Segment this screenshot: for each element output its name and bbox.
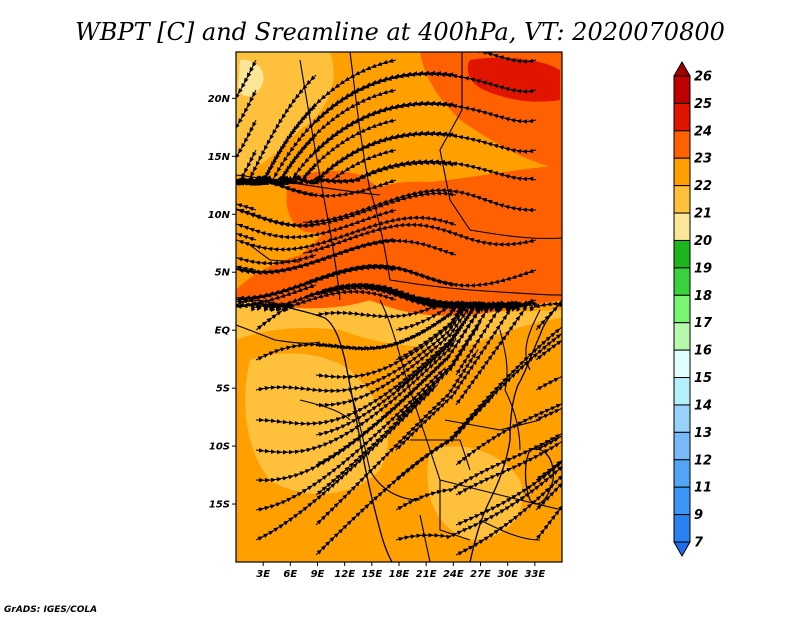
chart-title: WBPT [C] and Sreamline at 400hPa, VT: 20… bbox=[75, 18, 725, 46]
colorbar-swatch bbox=[673, 404, 691, 433]
lon-tick-label: 24E bbox=[443, 569, 464, 580]
lat-tick-label: 5N bbox=[215, 268, 231, 279]
lon-tick-label: 33E bbox=[524, 569, 545, 580]
colorbar-label: 25 bbox=[694, 97, 712, 112]
colorbar-swatch bbox=[673, 267, 691, 296]
lon-tick-label: 9E bbox=[311, 569, 325, 580]
colorbar-label: 21 bbox=[694, 207, 712, 222]
colorbar-swatch bbox=[673, 459, 691, 488]
colorbar-swatch bbox=[673, 75, 691, 104]
lat-tick-label: EQ bbox=[215, 326, 231, 337]
colorbar-swatch bbox=[673, 514, 691, 543]
colorbar-label: 23 bbox=[694, 152, 712, 167]
lon-tick-label: 27E bbox=[470, 569, 491, 580]
streamline bbox=[315, 394, 495, 556]
credit-label: GrADS: IGES/COLA bbox=[4, 605, 97, 615]
colorbar-swatch bbox=[673, 431, 691, 461]
colorbar-swatch bbox=[673, 157, 691, 187]
colorbar-label: 13 bbox=[694, 426, 712, 441]
colorbar-bottom-arrow bbox=[673, 541, 691, 558]
lon-axis: 3E 6E 9E 12E 15E 18E 21E 24E 27E 30E 33E bbox=[256, 562, 545, 580]
lon-tick-label: 15E bbox=[361, 569, 382, 580]
streamline bbox=[455, 475, 562, 556]
colorbar-label: 11 bbox=[694, 481, 712, 496]
lon-tick-label: 30E bbox=[497, 569, 518, 580]
lat-tick-label: 10N bbox=[208, 210, 231, 221]
lat-tick-label: 5S bbox=[216, 384, 230, 395]
colorbar-label: 22 bbox=[694, 179, 712, 194]
colorbar-swatch bbox=[673, 239, 691, 269]
streamline bbox=[469, 52, 537, 64]
lat-tick-label: 10S bbox=[209, 442, 230, 453]
colorbar-swatch bbox=[673, 185, 691, 214]
colorbar-swatch bbox=[673, 102, 691, 132]
map-panel: 3E 6E 9E 12E 15E 18E 21E 24E 27E 30E 33E 20N 15N 10N… bbox=[208, 51, 563, 580]
lon-tick-label: 6E bbox=[283, 569, 297, 580]
colorbar-label: 26 bbox=[694, 70, 712, 85]
lon-tick-label: 21E bbox=[416, 569, 437, 580]
streamline bbox=[303, 159, 537, 185]
colorbar-swatch bbox=[673, 377, 691, 406]
colorbar-label: 24 bbox=[694, 124, 712, 139]
lat-tick-label: 15S bbox=[209, 500, 230, 511]
colorbar-swatch bbox=[673, 294, 691, 324]
lat-tick-label: 20N bbox=[208, 94, 231, 105]
lat-tick-label: 15N bbox=[208, 152, 231, 163]
colorbar-swatch bbox=[673, 322, 691, 351]
colorbar-top-arrow bbox=[673, 60, 691, 77]
colorbar-label: 12 bbox=[694, 453, 712, 468]
colorbar-label: 9 bbox=[694, 508, 703, 523]
streamline bbox=[312, 71, 537, 126]
colorbar-swatch bbox=[673, 130, 691, 159]
streamline bbox=[312, 101, 537, 156]
colorbar-label: 14 bbox=[694, 398, 712, 413]
colorbar-swatch bbox=[673, 349, 691, 379]
lon-tick-label: 18E bbox=[389, 569, 410, 580]
colorbar-swatch bbox=[673, 212, 691, 241]
colorbar-swatch bbox=[673, 486, 691, 516]
lon-tick-label: 12E bbox=[334, 569, 355, 580]
colorbar-label: 17 bbox=[694, 316, 713, 331]
lon-tick-label: 3E bbox=[256, 569, 270, 580]
colorbar-label: 7 bbox=[694, 536, 704, 551]
colorbar-label: 19 bbox=[694, 261, 712, 276]
colorbar-label: 16 bbox=[694, 344, 712, 359]
lat-axis: 20N 15N 10N 5N EQ 5S 10S 15S bbox=[208, 94, 236, 511]
colorbar-label: 20 bbox=[694, 234, 712, 249]
streamlines bbox=[236, 52, 562, 556]
colorbar: 26 25 24 23 22 21 20 19 18 17 16 15 14 13 12 11 9 7 bbox=[673, 60, 713, 558]
colorbar-label: 18 bbox=[694, 289, 712, 304]
colorbar-label: 15 bbox=[694, 371, 712, 386]
